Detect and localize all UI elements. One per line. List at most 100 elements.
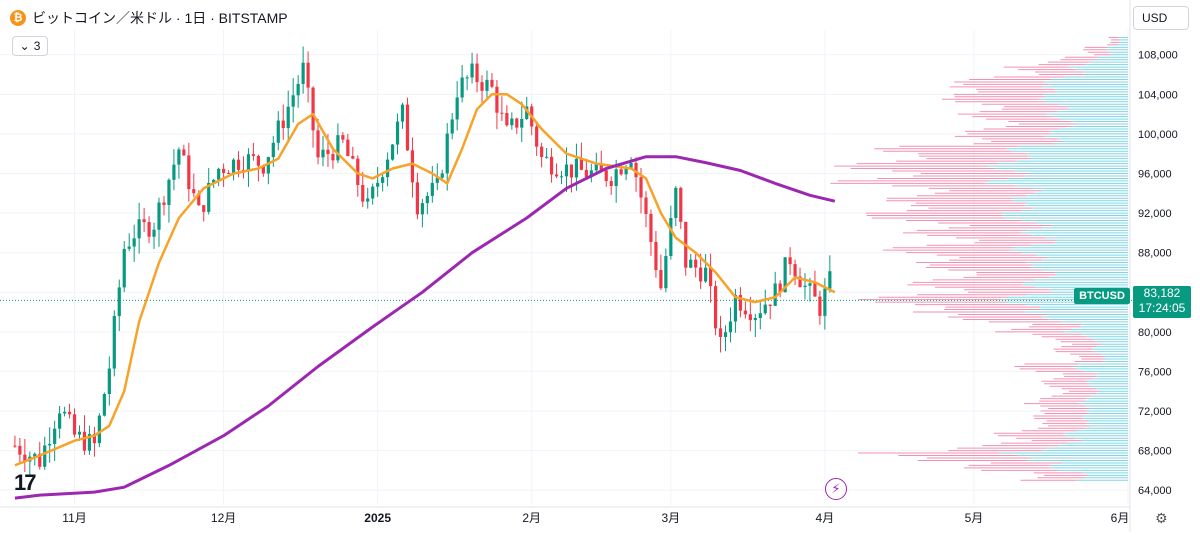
candle-body	[43, 445, 47, 467]
candle-body	[435, 177, 439, 183]
candle-body	[77, 431, 82, 435]
candle-body	[256, 155, 260, 166]
candle-body	[828, 271, 832, 289]
candle-body	[554, 174, 559, 177]
candle-body	[58, 413, 62, 429]
candle-body	[177, 149, 181, 165]
candle-body	[192, 189, 196, 194]
candle-body	[569, 164, 574, 178]
candle-body	[366, 198, 370, 202]
candle-body	[823, 288, 827, 316]
y-tick-label: 100,000	[1138, 129, 1178, 141]
candle-body	[783, 257, 787, 293]
ma-slow-line	[14, 155, 836, 500]
candle-body	[818, 296, 822, 316]
candle-body	[440, 173, 444, 178]
candle-body	[286, 106, 290, 129]
candle-body	[271, 142, 275, 158]
candle-body	[400, 104, 405, 122]
candle-body	[97, 415, 101, 444]
candle-body	[778, 283, 782, 293]
x-tick-label: 3月	[661, 511, 680, 525]
candle-body	[485, 79, 489, 91]
y-tick-label: 88,000	[1138, 248, 1172, 260]
bitcoin-icon: ₿	[10, 10, 26, 26]
candle-body	[649, 213, 653, 242]
candle-body	[182, 149, 186, 156]
y-tick-label: 64,000	[1138, 485, 1172, 497]
candle-body	[609, 181, 613, 186]
indicator-toggle-button[interactable]: ⌄ 3	[12, 36, 48, 56]
candle-body	[23, 454, 27, 462]
currency-selector[interactable]: USD	[1133, 6, 1189, 30]
candle-body	[217, 168, 221, 180]
candle-body	[758, 313, 762, 319]
candle-body	[231, 159, 236, 174]
candle-body	[689, 259, 693, 268]
candle-body	[18, 445, 22, 455]
candle-body	[53, 428, 57, 444]
symbol-tag: BTCUSD	[1074, 288, 1130, 304]
candle-body	[301, 62, 305, 84]
candle-body	[172, 164, 176, 180]
candle-body	[813, 283, 817, 297]
candle-body	[361, 185, 365, 202]
candle-body	[733, 295, 738, 322]
candle-body	[167, 179, 171, 205]
candle-body	[326, 149, 330, 155]
candle-body	[798, 276, 802, 288]
candle-body	[743, 310, 747, 315]
candle-body	[634, 162, 638, 178]
y-tick-label: 96,000	[1138, 168, 1172, 180]
candle-body	[410, 150, 415, 183]
candle-body	[559, 176, 564, 178]
current-price-label: 83,182 17:24:05	[1133, 286, 1191, 318]
chevron-down-icon: ⌄	[19, 39, 30, 53]
candle-body	[222, 168, 226, 173]
candle-body	[803, 285, 807, 288]
candle-body	[226, 172, 231, 174]
lightning-icon[interactable]: ⚡	[825, 478, 847, 500]
candle-body	[644, 197, 648, 214]
candle-body	[793, 264, 797, 277]
candle-body	[405, 104, 410, 151]
candle-body	[162, 202, 166, 205]
candle-body	[425, 195, 429, 204]
candle-body	[763, 304, 767, 314]
tradingview-logo-icon[interactable]: 17	[14, 470, 37, 495]
candle-body	[540, 146, 544, 157]
candle-body	[788, 257, 792, 265]
candle-body	[157, 202, 161, 230]
candle-body	[723, 332, 728, 338]
candle-body	[808, 283, 812, 286]
y-tick-label: 92,000	[1138, 208, 1172, 220]
candle-body	[92, 434, 97, 444]
candle-body	[480, 82, 484, 91]
candle-body	[624, 167, 628, 175]
candle-body	[704, 267, 708, 282]
candle-body	[773, 283, 777, 306]
candle-body	[594, 163, 598, 171]
candle-body	[207, 182, 211, 212]
candle-body	[664, 256, 668, 289]
candle-body	[212, 179, 216, 183]
candle-body	[738, 295, 743, 311]
candle-body	[48, 443, 52, 446]
settings-icon[interactable]: ⚙	[1155, 510, 1168, 526]
candle-body	[589, 170, 593, 178]
x-tick-label: 11月	[62, 511, 86, 525]
x-tick-label: 6月	[1111, 511, 1130, 525]
candle-body	[535, 126, 539, 147]
y-tick-label: 108,000	[1138, 50, 1178, 62]
candle-body	[654, 241, 658, 271]
y-tick-label: 104,000	[1138, 89, 1178, 101]
candle-body	[460, 77, 464, 98]
y-tick-label: 72,000	[1138, 406, 1172, 418]
candle-body	[246, 154, 251, 171]
current-price: 83,182	[1143, 286, 1181, 300]
candle-body	[674, 187, 678, 218]
x-tick-label: 2025	[364, 511, 391, 525]
candle-body	[390, 144, 395, 160]
